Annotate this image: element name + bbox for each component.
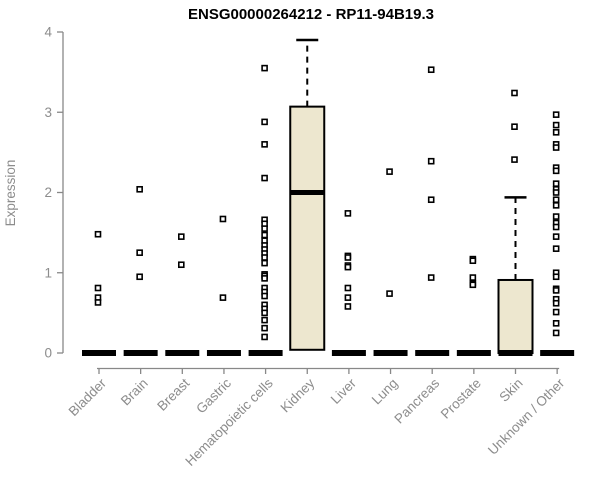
- data-point: [552, 223, 560, 231]
- x-tick-label: Kidney: [278, 375, 318, 415]
- data-point: [261, 118, 268, 126]
- data-point: [136, 273, 143, 281]
- data-point: [261, 231, 268, 239]
- data-point: [511, 156, 518, 163]
- data-point: [344, 284, 352, 292]
- data-point: [552, 213, 560, 220]
- x-tick-label: Skin: [496, 376, 525, 405]
- y-tick-label: 0: [44, 346, 52, 361]
- data-point: [178, 233, 185, 240]
- data-point: [427, 274, 435, 281]
- data-point: [261, 333, 268, 341]
- data-point: [94, 284, 102, 292]
- x-tick-label: Lung: [369, 376, 401, 408]
- data-point: [261, 225, 268, 232]
- data-point: [261, 316, 268, 324]
- data-point: [344, 303, 352, 310]
- x-tick-label: Breast: [154, 375, 192, 413]
- data-point: [219, 294, 227, 301]
- box: [497, 278, 534, 354]
- data-point: [344, 294, 352, 301]
- data-point: [261, 292, 268, 300]
- x-tick-label: Bladder: [66, 375, 110, 419]
- x-tick-label: Brain: [118, 376, 151, 409]
- data-point: [219, 215, 227, 223]
- data-point: [552, 180, 560, 187]
- data-point: [552, 320, 560, 327]
- y-tick-label: 3: [44, 105, 52, 120]
- data-point: [552, 129, 560, 136]
- data-point: [261, 141, 268, 148]
- x-tick-label: Prostate: [438, 376, 484, 422]
- data-point: [178, 261, 185, 269]
- x-tick-label: Pancreas: [391, 375, 442, 426]
- data-point: [344, 210, 352, 217]
- data-point: [511, 123, 518, 130]
- data-point: [261, 275, 268, 282]
- y-tick-label: 2: [44, 185, 52, 200]
- y-tick-label: 1: [44, 265, 52, 280]
- data-point: [511, 89, 518, 97]
- data-point: [344, 263, 352, 271]
- x-tick-label: Gastric: [193, 375, 234, 416]
- data-point: [469, 257, 477, 265]
- data-point: [552, 299, 560, 307]
- data-point: [261, 64, 268, 72]
- data-point: [552, 329, 560, 337]
- x-tick-label: Unknown / Other: [485, 375, 568, 458]
- data-point: [552, 308, 560, 316]
- data-point: [94, 299, 102, 306]
- data-point: [552, 287, 560, 294]
- data-point: [552, 111, 560, 118]
- data-point: [261, 309, 268, 317]
- collapsed-box: [248, 350, 283, 356]
- data-point: [552, 233, 560, 240]
- collapsed-box: [123, 350, 158, 356]
- y-axis-label: Expression: [3, 160, 18, 227]
- data-point: [261, 259, 268, 267]
- collapsed-box: [540, 350, 575, 356]
- data-point: [552, 273, 560, 281]
- data-point: [136, 185, 143, 193]
- data-point: [386, 290, 393, 297]
- data-point: [344, 254, 352, 261]
- data-point: [261, 324, 268, 332]
- data-point: [261, 254, 268, 261]
- data-point: [427, 196, 435, 204]
- data-point: [136, 249, 143, 256]
- x-tick-label: Liver: [328, 375, 360, 407]
- collapsed-box: [165, 350, 200, 356]
- data-point: [552, 189, 560, 196]
- collapsed-box: [82, 350, 116, 356]
- collapsed-box: [331, 350, 366, 356]
- data-point: [552, 121, 560, 129]
- data-point: [469, 281, 477, 289]
- median-line: [498, 350, 533, 356]
- data-point: [552, 245, 560, 252]
- box: [289, 105, 326, 351]
- collapsed-box: [206, 350, 241, 356]
- data-point: [552, 167, 560, 175]
- data-point: [427, 157, 435, 165]
- data-point: [386, 168, 393, 175]
- data-point: [552, 196, 560, 204]
- chart-title: ENSG00000264212 - RP11-94B19.3: [188, 6, 434, 23]
- data-point: [427, 66, 435, 74]
- data-point: [469, 274, 477, 281]
- y-tick-label: 4: [44, 25, 52, 40]
- data-point: [552, 202, 560, 209]
- collapsed-box: [456, 350, 491, 356]
- collapsed-box: [373, 350, 408, 356]
- data-point: [552, 144, 560, 151]
- collapsed-box: [415, 350, 450, 356]
- data-point: [261, 174, 268, 182]
- data-point: [94, 230, 102, 238]
